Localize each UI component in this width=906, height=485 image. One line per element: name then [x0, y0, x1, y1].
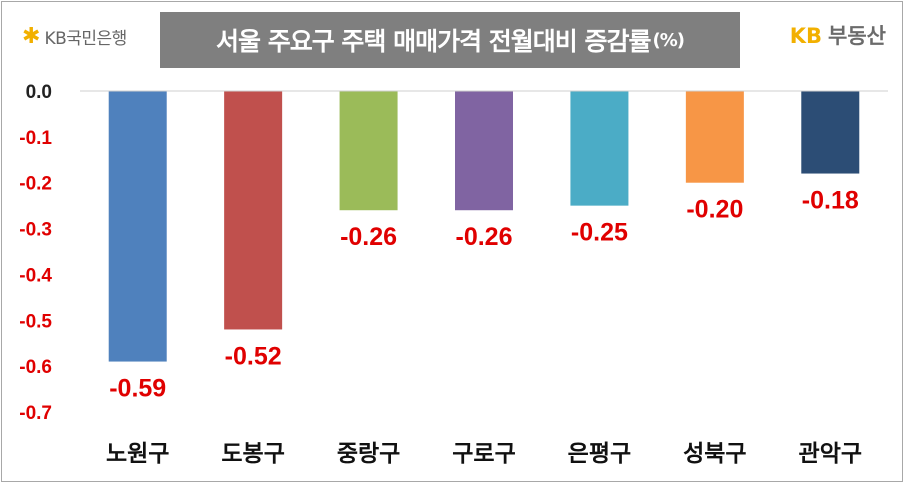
chart-title-unit: (%)	[652, 29, 685, 51]
bar	[339, 91, 398, 211]
y-tick-label: -0.2	[19, 174, 52, 195]
kb-bank-logo-text: KB국민은행	[44, 29, 127, 49]
y-tick-label: -0.7	[19, 403, 52, 424]
y-tick-label: -0.5	[19, 311, 52, 332]
y-tick-label: -0.6	[19, 357, 52, 378]
kb-star-icon: ✱	[22, 23, 41, 49]
category-label: 관악구	[799, 441, 862, 467]
bar	[801, 91, 860, 174]
kb-bank-logo: ✱ KB국민은행	[22, 24, 127, 49]
data-label: -0.52	[225, 342, 282, 370]
y-tick-label: 0.0	[26, 82, 52, 103]
category-label: 구로구	[452, 441, 515, 467]
data-label: -0.26	[456, 223, 513, 251]
bar	[108, 91, 167, 362]
bar	[224, 91, 283, 330]
kb-real-estate-logo: KB 부동산	[790, 20, 886, 50]
y-tick-label: -0.1	[19, 128, 52, 149]
bar	[685, 91, 744, 183]
y-tick-label: -0.4	[19, 265, 52, 286]
category-label: 도봉구	[221, 441, 284, 467]
category-label: 성북구	[683, 441, 746, 467]
y-tick-label: -0.3	[19, 220, 52, 241]
data-label: -0.59	[109, 375, 166, 403]
data-label: -0.18	[802, 187, 859, 215]
category-label: 은평구	[568, 441, 631, 467]
category-label: 중랑구	[337, 441, 400, 467]
data-label: -0.25	[571, 219, 628, 247]
data-label: -0.26	[340, 223, 397, 251]
data-label: -0.20	[686, 196, 743, 224]
kb-real-estate-logo-kb: KB	[789, 24, 823, 48]
bar	[570, 91, 629, 206]
chart-title-main: 서울 주요구 주택 매매가격 전월대비 증감률	[215, 27, 652, 56]
chart-title: 서울 주요구 주택 매매가격 전월대비 증감률 (%)	[160, 12, 740, 68]
bar	[455, 91, 513, 211]
kb-real-estate-logo-text: 부동산	[828, 24, 886, 48]
category-label: 노원구	[106, 441, 169, 467]
